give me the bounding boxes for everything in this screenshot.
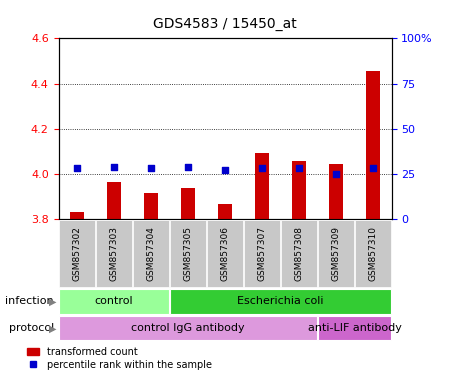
Bar [255, 154, 270, 219]
FancyBboxPatch shape [318, 220, 354, 286]
FancyBboxPatch shape [281, 220, 317, 286]
Text: GSM857309: GSM857309 [332, 226, 341, 281]
Legend: transformed count, percentile rank within the sample: transformed count, percentile rank withi… [27, 347, 212, 369]
Point [295, 165, 302, 171]
Text: Escherichia coli: Escherichia coli [237, 296, 324, 306]
Text: ▶: ▶ [49, 323, 56, 333]
Bar [144, 193, 158, 219]
Bar [218, 204, 232, 219]
FancyBboxPatch shape [133, 220, 169, 286]
FancyBboxPatch shape [170, 290, 391, 313]
Text: ▶: ▶ [49, 296, 56, 306]
Text: GDS4583 / 15450_at: GDS4583 / 15450_at [153, 17, 297, 31]
FancyBboxPatch shape [96, 220, 132, 286]
Bar [328, 164, 343, 219]
FancyBboxPatch shape [207, 220, 243, 286]
Point [110, 164, 117, 170]
Text: protocol: protocol [9, 323, 54, 333]
Bar [70, 212, 85, 219]
Text: anti-LIF antibody: anti-LIF antibody [307, 323, 401, 333]
Point [148, 165, 155, 171]
FancyBboxPatch shape [59, 290, 169, 313]
FancyBboxPatch shape [355, 220, 391, 286]
FancyBboxPatch shape [59, 316, 317, 340]
FancyBboxPatch shape [59, 220, 95, 286]
Bar [292, 161, 306, 219]
Text: infection: infection [5, 296, 54, 306]
Text: control: control [94, 296, 133, 306]
Text: GSM857302: GSM857302 [72, 226, 81, 281]
Point [73, 165, 81, 171]
Point [258, 165, 265, 171]
Text: GSM857306: GSM857306 [220, 226, 230, 281]
Point [221, 167, 229, 173]
FancyBboxPatch shape [318, 316, 391, 340]
Text: GSM857307: GSM857307 [257, 226, 266, 281]
FancyBboxPatch shape [170, 220, 206, 286]
Point [333, 170, 340, 177]
Text: GSM857303: GSM857303 [109, 226, 118, 281]
Text: GSM857305: GSM857305 [184, 226, 193, 281]
Bar [365, 71, 380, 219]
Bar [107, 182, 122, 219]
Text: GSM857308: GSM857308 [294, 226, 303, 281]
FancyBboxPatch shape [244, 220, 280, 286]
Point [369, 165, 377, 171]
Text: GSM857310: GSM857310 [369, 226, 378, 281]
Bar [180, 189, 195, 219]
Point [184, 164, 192, 170]
Text: control IgG antibody: control IgG antibody [131, 323, 245, 333]
Text: GSM857304: GSM857304 [147, 226, 156, 281]
